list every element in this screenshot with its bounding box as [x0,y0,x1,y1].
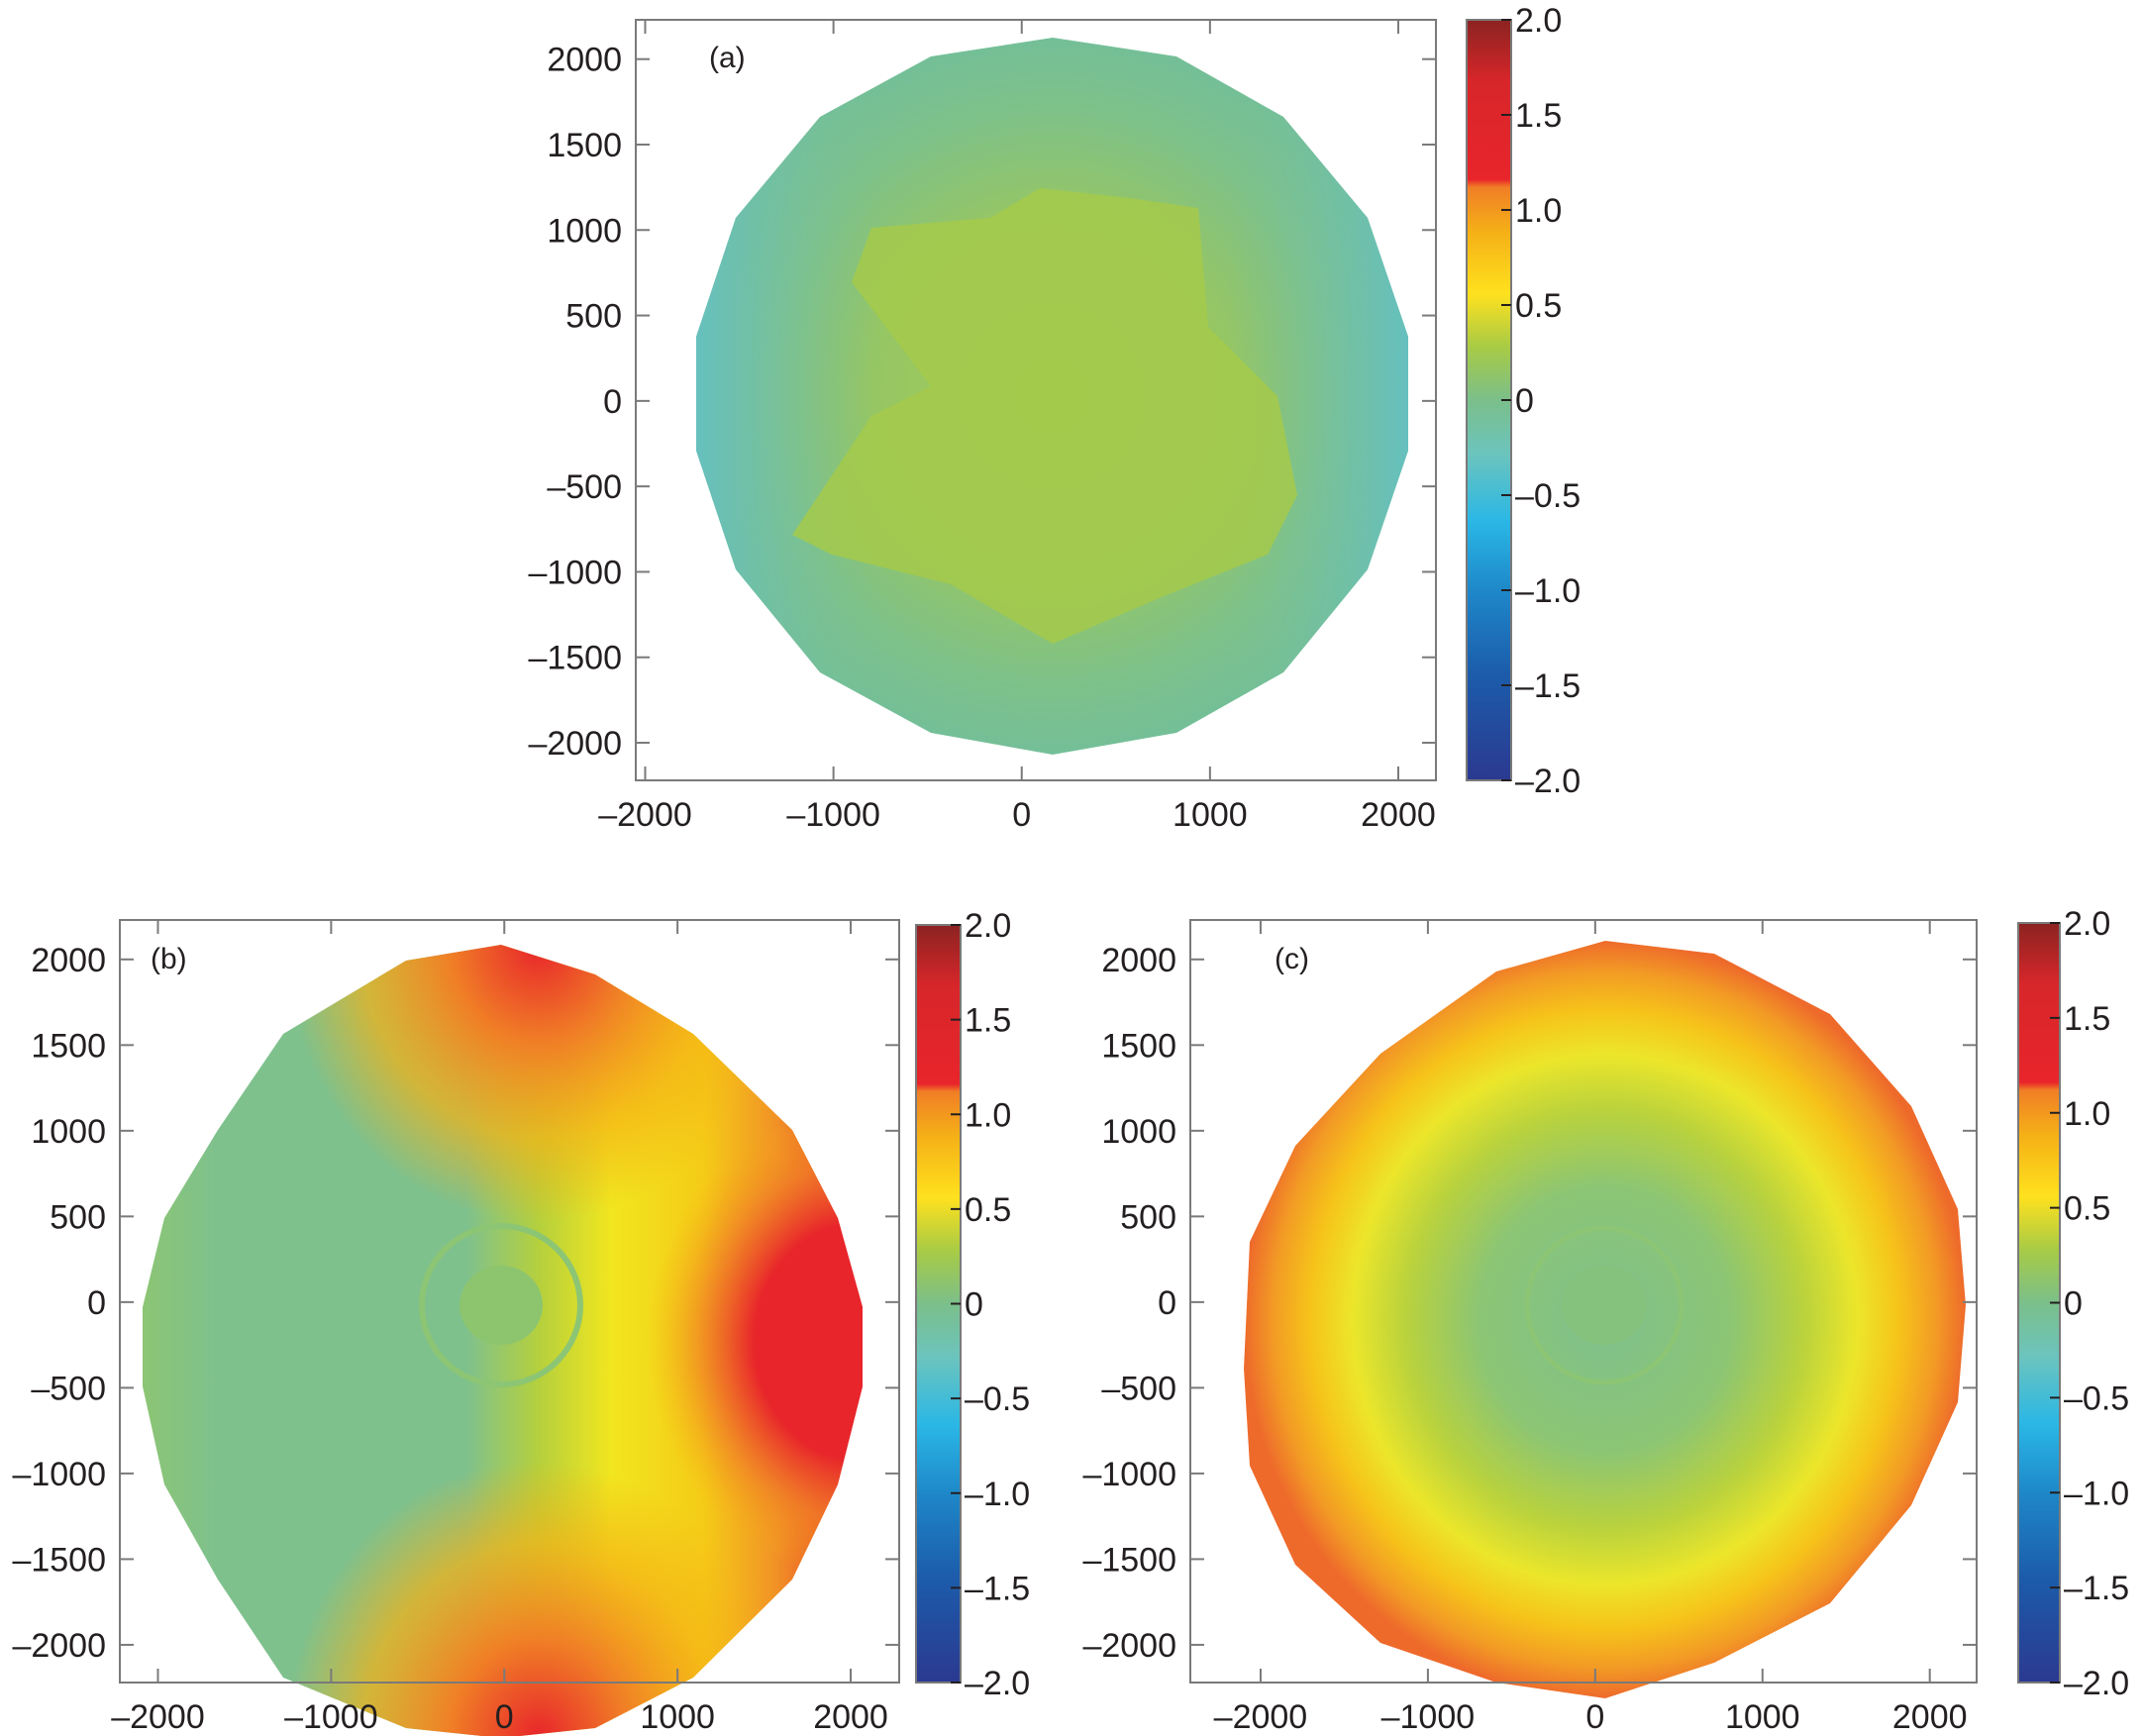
heatmap-center-spot-b [459,1266,543,1345]
x-tick-label: 0 [495,1698,514,1736]
y-tick-label: 500 [50,1198,106,1236]
colorbar-tick-label: –2.0 [965,1665,1030,1702]
colorbar-tick-label: 2.0 [2064,905,2110,943]
y-tick-label: –1000 [12,1456,106,1493]
x-tick-label: –1000 [786,796,880,834]
x-tick-label: –1000 [1381,1698,1476,1736]
colorbar-ticks-b: 2.0 1.5 1.0 0.5 0 –0.5 –1.0 –1.5 –2.0 [951,907,1030,1702]
y-tick-label: 0 [1158,1284,1176,1322]
y-axis-c: 2000 1500 1000 500 0 –500 –1000 –1500 –2000 [1082,942,1977,1665]
colorbar-tick-label: 0.5 [2064,1190,2110,1228]
y-tick-label: 1000 [31,1113,106,1151]
panel-a: –2000 –1000 0 1000 2000 2000 1500 1000 500 0 –500… [528,2,1581,834]
colorbar-tick-label: –1.5 [1515,667,1581,705]
x-tick-label: 2000 [1892,1698,1968,1736]
y-tick-label: –1500 [1082,1541,1176,1579]
colorbar-tick-label: 0 [965,1286,983,1324]
heatmap-center-spot-c [1562,1266,1647,1345]
y-tick-label: 500 [1120,1198,1176,1236]
panel-b: –2000 –1000 0 1000 2000 2000 1500 1000 500 0 –500… [12,907,1030,1736]
colorbar-ticks-a: 2.0 1.5 1.0 0.5 0 –0.5 –1.0 –1.5 –2.0 [1501,2,1581,800]
x-axis-b: –2000 –1000 0 1000 2000 [111,920,888,1736]
y-tick-label: 2000 [31,942,106,979]
y-tick-label: –1000 [528,554,622,591]
colorbar-tick-label: 0 [2064,1285,2083,1323]
y-tick-label: –1000 [1082,1456,1176,1493]
y-tick-label: –500 [1101,1370,1176,1407]
colorbar-tick-label: –2.0 [1515,763,1581,800]
colorbar-tick-label: –0.5 [965,1380,1030,1418]
colorbar-tick-label: –1.0 [1515,572,1581,610]
colorbar-tick-label: –1.5 [965,1570,1030,1607]
y-tick-label: 1500 [31,1027,106,1065]
y-tick-label: –500 [31,1370,106,1407]
colorbar-tick-label: –1.5 [2064,1570,2129,1607]
heatmap-center-ring-c [1524,1225,1684,1385]
colorbar-tick-label: 0 [1515,382,1534,420]
y-tick-label: 2000 [547,42,622,79]
x-axis-a: –2000 –1000 0 1000 2000 [598,20,1436,834]
colorbar-tick-label: 2.0 [1515,2,1562,40]
x-tick-label: –2000 [1214,1698,1308,1736]
y-tick-label: –2000 [528,725,622,763]
colorbar-tick-label: –0.5 [1515,477,1581,515]
y-tick-label: 1000 [1101,1113,1176,1151]
colorbar-tick-label: –1.0 [2064,1475,2129,1512]
colorbar-tick-label: 1.5 [1515,97,1562,135]
colorbar-tick-label: –2.0 [2064,1665,2129,1702]
y-tick-label: 500 [565,298,622,336]
x-tick-label: 1000 [640,1698,715,1736]
colorbar-tick-label: 1.5 [965,1002,1011,1040]
panel-c: –2000 –1000 0 1000 2000 2000 1500 1000 500 0 –500… [1082,905,2129,1736]
x-tick-label: –1000 [284,1698,378,1736]
heatmap-center-ring-b [419,1223,583,1387]
y-tick-label: –1500 [528,640,622,677]
colorbar-tick-label: –0.5 [2064,1379,2129,1417]
panel-label-b: (b) [151,943,187,975]
x-tick-label: –2000 [598,796,692,834]
colorbar-tick-label: 1.0 [965,1096,1011,1134]
colorbar-ticks-c: 2.0 1.5 1.0 0.5 0 –0.5 –1.0 –1.5 –2.0 [2050,905,2129,1702]
y-axis-b: 2000 1500 1000 500 0 –500 –1000 –1500 –2000 [12,942,899,1665]
y-tick-label: 1500 [547,127,622,164]
y-tick-label: –2000 [12,1627,106,1665]
y-tick-label: 0 [603,383,622,421]
colorbar-tick-label: 1.0 [2064,1095,2110,1133]
y-tick-label: –500 [547,468,622,506]
x-tick-label: 2000 [813,1698,888,1736]
x-tick-label: 2000 [1361,796,1436,834]
panel-label-a: (a) [709,42,746,74]
x-axis-c: –2000 –1000 0 1000 2000 [1214,920,1968,1736]
colorbar-tick-label: 1.0 [1515,192,1562,230]
y-tick-label: 1000 [547,212,622,250]
panel-label-c: (c) [1275,943,1309,975]
x-tick-label: –2000 [111,1698,205,1736]
y-axis-a: 2000 1500 1000 500 0 –500 –1000 –1500 –2000 [528,42,1436,763]
x-tick-label: 0 [1585,1698,1604,1736]
colorbar-tick-label: 0.5 [1515,287,1562,325]
x-tick-label: 1000 [1725,1698,1800,1736]
heatmap-cross-region-a [792,188,1297,644]
y-tick-label: –1500 [12,1541,106,1579]
y-tick-label: –2000 [1082,1627,1176,1665]
y-tick-label: 1500 [1101,1027,1176,1065]
colorbar-tick-label: –1.0 [965,1476,1030,1513]
y-tick-label: 0 [87,1284,106,1322]
colorbar-tick-label: 1.5 [2064,1000,2110,1038]
x-tick-label: 1000 [1173,796,1248,834]
y-tick-label: 2000 [1101,942,1176,979]
x-tick-label: 0 [1012,796,1031,834]
colorbar-tick-label: 0.5 [965,1191,1011,1229]
colorbar-tick-label: 2.0 [965,907,1011,945]
